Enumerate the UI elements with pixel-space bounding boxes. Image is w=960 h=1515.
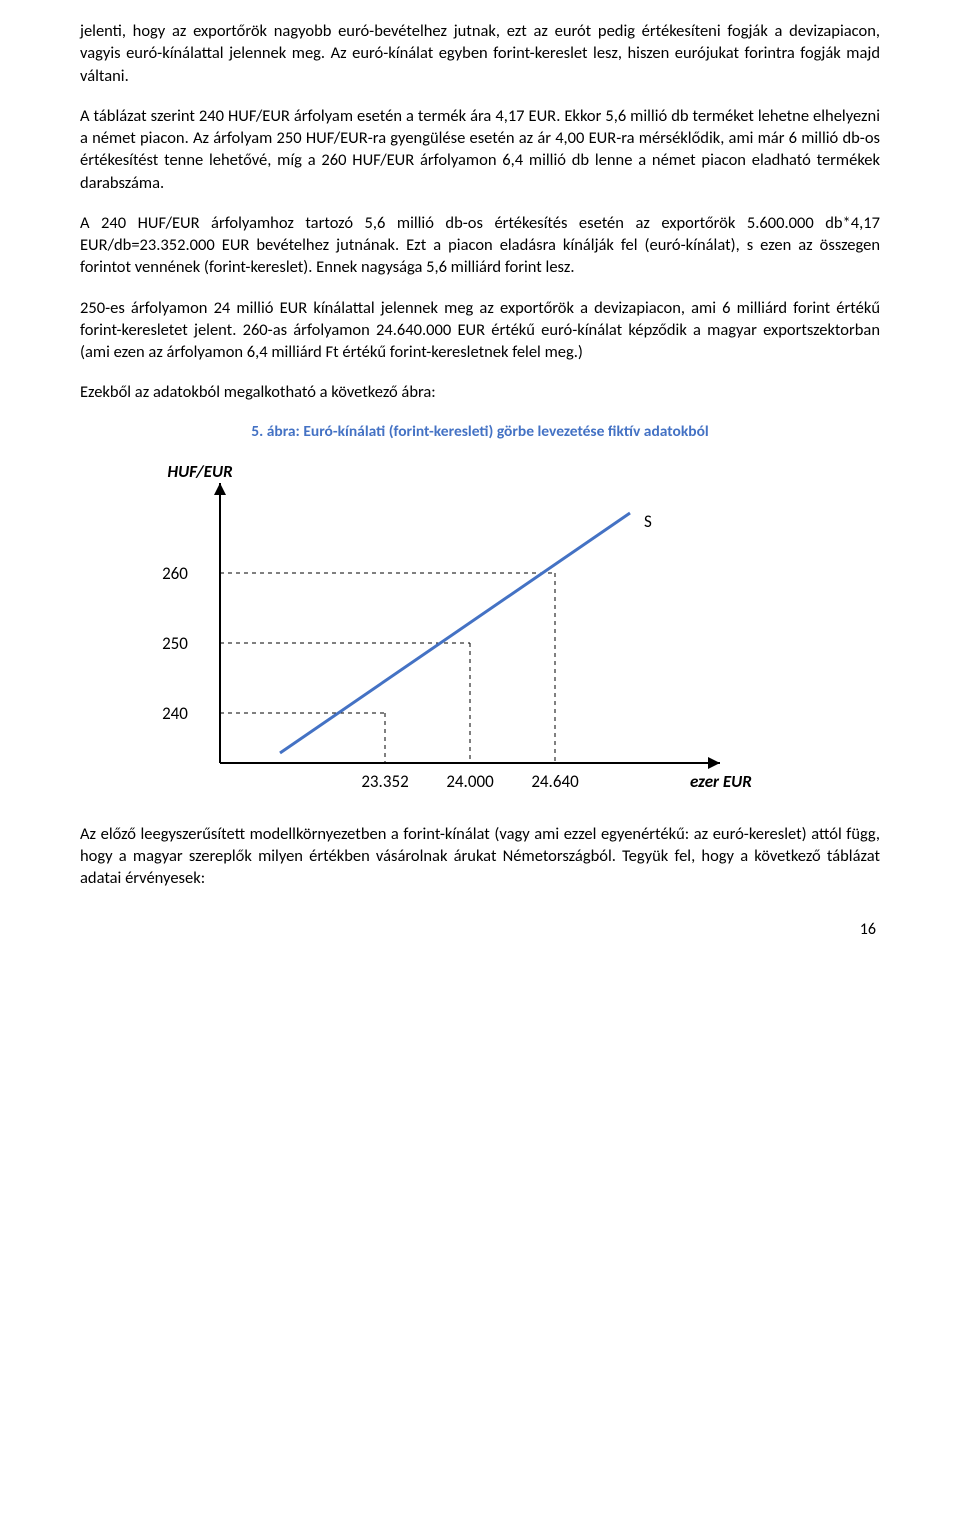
supply-curve-chart: HUF/EUR 260 250 240 23.352 24.000 24.640 ezer E… (130, 453, 880, 813)
x-tick-label: 23.352 (361, 771, 408, 792)
paragraph-6: Az előző leegyszerűsített modellkörnyeze… (80, 823, 880, 890)
supply-line (280, 513, 630, 753)
x-tick-label: 24.640 (531, 771, 579, 792)
paragraph-3: A 240 HUF/EUR árfolyamhoz tartozó 5,6 mi… (80, 212, 880, 279)
figure-caption: 5. ábra: Euró-kínálati (forint-keresleti… (80, 422, 880, 443)
y-tick-label: 260 (162, 563, 188, 584)
series-label: S (644, 511, 652, 532)
paragraph-4: 250-es árfolyamon 24 millió EUR kínálatt… (80, 297, 880, 364)
paragraph-1: jelenti, hogy az exportőrök nagyobb euró… (80, 20, 880, 87)
y-tick-label: 240 (162, 703, 188, 724)
page-container: jelenti, hogy az exportőrök nagyobb euró… (0, 0, 960, 981)
x-tick-label: 24.000 (446, 771, 494, 792)
page-number: 16 (80, 919, 880, 941)
paragraph-5: Ezekből az adatokból megalkotható a köve… (80, 381, 880, 403)
y-tick-label: 250 (162, 633, 188, 654)
y-axis-label: HUF/EUR (167, 461, 232, 482)
paragraph-2: A táblázat szerint 240 HUF/EUR árfolyam … (80, 105, 880, 194)
x-axis-label: ezer EUR (690, 771, 752, 792)
